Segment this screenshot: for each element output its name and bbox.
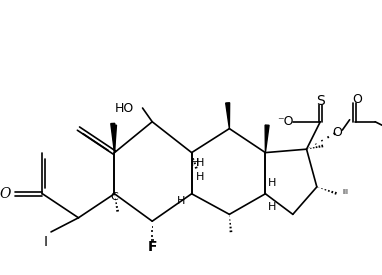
Text: O: O [0,187,10,201]
Text: I: I [44,235,48,249]
Text: O: O [353,94,363,106]
Polygon shape [265,125,269,153]
Text: F: F [147,240,157,254]
Text: H: H [268,202,277,213]
Text: H: H [196,172,204,182]
Text: H: H [191,158,199,168]
Polygon shape [113,125,117,153]
Text: ⁻O: ⁻O [277,115,293,128]
Polygon shape [226,103,230,129]
Text: H: H [177,196,186,206]
Text: O: O [332,125,342,139]
Text: C: C [111,192,118,202]
Text: III: III [343,189,348,195]
Polygon shape [111,123,115,153]
Text: HO: HO [115,101,134,114]
Text: S: S [316,94,325,108]
Text: H: H [196,158,204,168]
Text: H: H [268,178,277,188]
